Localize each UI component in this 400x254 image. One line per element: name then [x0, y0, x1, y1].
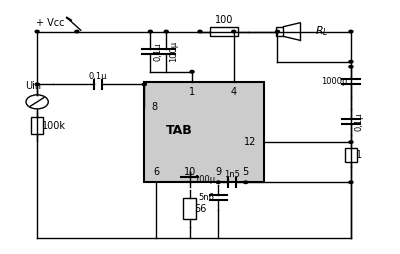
Bar: [210, 27, 238, 36]
Text: 12: 12: [244, 137, 256, 147]
Circle shape: [148, 30, 152, 33]
Circle shape: [349, 60, 353, 63]
Text: 5n6: 5n6: [198, 193, 214, 202]
Text: 1: 1: [356, 150, 362, 160]
Text: 100µ: 100µ: [194, 175, 215, 184]
Text: 4: 4: [231, 87, 237, 97]
Text: + Vcc: + Vcc: [36, 19, 65, 28]
Text: 0,1µ: 0,1µ: [355, 113, 364, 131]
Circle shape: [190, 70, 194, 73]
Circle shape: [164, 30, 168, 33]
Text: 100µ: 100µ: [169, 41, 178, 62]
Circle shape: [216, 181, 220, 184]
Text: $R_L$: $R_L$: [315, 25, 329, 38]
Circle shape: [35, 83, 39, 86]
Circle shape: [35, 30, 39, 33]
Circle shape: [232, 30, 236, 33]
Text: 8: 8: [152, 102, 158, 112]
Circle shape: [75, 30, 79, 33]
Circle shape: [349, 181, 353, 184]
Bar: [183, 198, 196, 219]
Bar: [276, 27, 284, 36]
Circle shape: [349, 30, 353, 33]
Circle shape: [349, 141, 353, 143]
Text: 100k: 100k: [42, 121, 66, 131]
Text: 0,1µ: 0,1µ: [88, 72, 107, 81]
Text: 0,1µ: 0,1µ: [153, 42, 162, 61]
Text: 9: 9: [215, 167, 221, 177]
Bar: [344, 148, 357, 162]
Circle shape: [198, 30, 202, 33]
Circle shape: [244, 181, 248, 184]
Circle shape: [276, 30, 280, 33]
Text: 6: 6: [153, 167, 159, 177]
Text: 1n5: 1n5: [224, 169, 240, 179]
Bar: [144, 82, 264, 182]
Text: 1: 1: [189, 87, 195, 97]
Text: 56: 56: [194, 204, 207, 214]
Text: TAB: TAB: [166, 123, 193, 136]
Circle shape: [349, 66, 353, 68]
Text: 10: 10: [184, 167, 196, 177]
Text: Uin: Uin: [25, 81, 41, 91]
Text: 1000µ: 1000µ: [320, 77, 347, 86]
Text: 5: 5: [242, 167, 249, 177]
Bar: [31, 117, 44, 134]
Circle shape: [142, 83, 146, 86]
Text: 100: 100: [215, 15, 233, 25]
